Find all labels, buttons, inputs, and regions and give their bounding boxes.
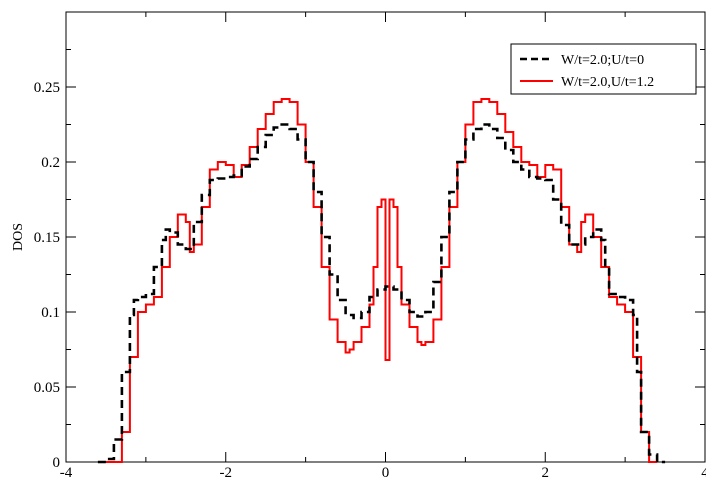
x-tick-label: -2: [220, 465, 233, 477]
x-tick-label: -4: [60, 465, 73, 477]
y-tick-label: 0.15: [34, 230, 60, 246]
x-tick-label: 4: [701, 465, 706, 477]
y-tick-label: 0: [53, 455, 61, 471]
y-tick-label: 0.2: [41, 155, 60, 171]
y-axis-label: DOS: [11, 223, 26, 251]
axis-tick-labels: -4 -2 0 2 4 0 0.05 0.1 0.15 0.2 0.25: [34, 80, 706, 477]
series-line-1: [105, 98, 658, 463]
x-tick-label: 0: [382, 465, 390, 477]
x-tick-label: 2: [542, 465, 550, 477]
series-layer: [97, 98, 666, 464]
y-tick-label: 0.05: [34, 380, 60, 396]
legend-label-1: W/t=2.0,U/t=1.2: [561, 75, 654, 90]
legend: W/t=2.0;U/t=0 W/t=2.0,U/t=1.2: [510, 43, 697, 95]
series-line-0: [97, 123, 666, 464]
y-tick-label: 0.25: [34, 80, 60, 96]
y-tick-label: 0.1: [41, 305, 60, 321]
axis-ticks: [65, 11, 706, 463]
legend-box: [510, 43, 697, 95]
legend-label-0: W/t=2.0;U/t=0: [561, 53, 644, 68]
